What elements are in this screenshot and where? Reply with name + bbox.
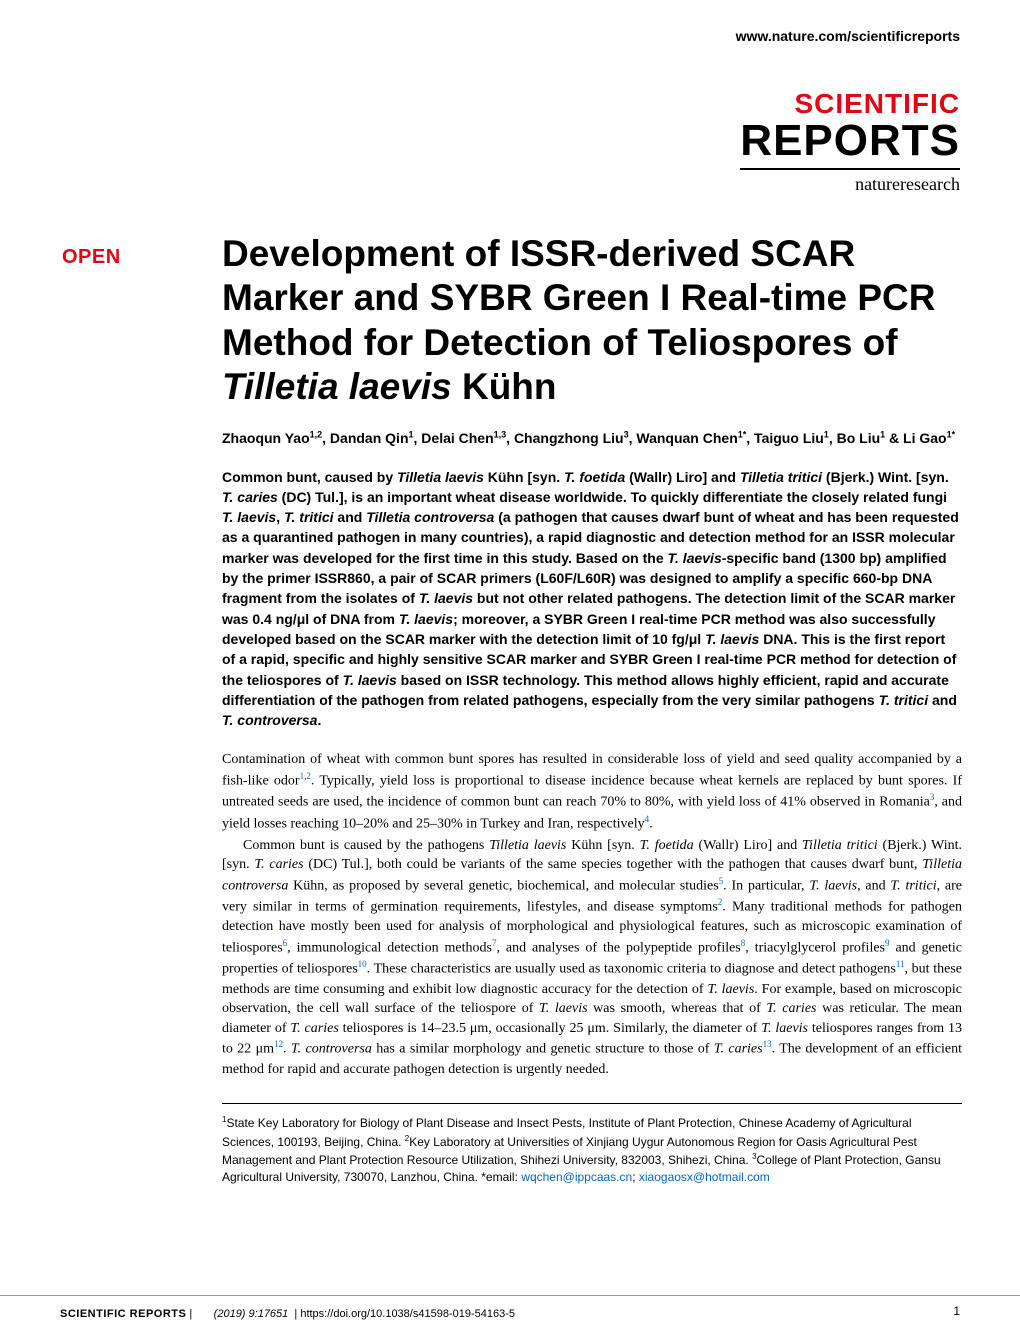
logo-divider xyxy=(740,168,960,170)
header-url: www.nature.com/scientificreports xyxy=(736,28,960,44)
open-access-badge: OPEN xyxy=(62,246,202,269)
abstract: Common bunt, caused by Tilletia laevis K… xyxy=(222,467,962,731)
footer-citation-text: | (2019) 9:17651 | https://doi.org/10.10… xyxy=(189,1308,515,1320)
logo-line-2: REPORTS xyxy=(740,120,960,162)
body-text: Contamination of wheat with common bunt … xyxy=(222,750,962,1079)
journal-logo: SCIENTIFIC REPORTS natureresearch xyxy=(740,88,960,195)
left-stub: OPEN xyxy=(62,246,202,269)
page-footer: SCIENTIFIC REPORTS | (2019) 9:17651 | ht… xyxy=(0,1295,1020,1322)
author-list: Zhaoqun Yao1,2, Dandan Qin1, Delai Chen1… xyxy=(222,428,962,449)
article-title: Development of ISSR-derived SCAR Marker … xyxy=(222,232,962,410)
logo-subbrand: natureresearch xyxy=(740,174,960,195)
article-body: Development of ISSR-derived SCAR Marker … xyxy=(222,232,962,1187)
footer-journal-name: SCIENTIFIC REPORTS xyxy=(60,1308,186,1320)
footer-citation: SCIENTIFIC REPORTS | (2019) 9:17651 | ht… xyxy=(60,1308,515,1320)
footer-page-number: 1 xyxy=(953,1304,960,1318)
affiliations: 1State Key Laboratory for Biology of Pla… xyxy=(222,1103,962,1187)
